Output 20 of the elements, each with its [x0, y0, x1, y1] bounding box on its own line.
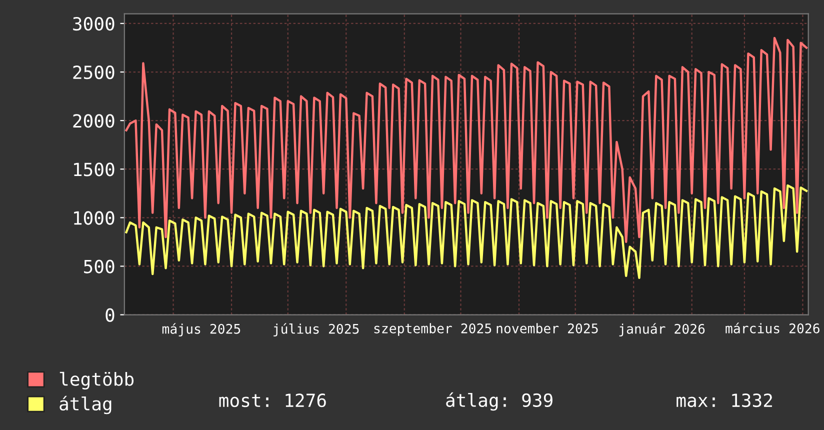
y-tick-label: 1000	[74, 211, 114, 225]
y-tick-label: 0	[106, 308, 114, 322]
x-tick-label: július 2025	[274, 323, 359, 336]
y-tick-label: 3000	[73, 16, 114, 31]
text: max: 1332	[676, 393, 772, 408]
legend-label: átlag	[60, 396, 112, 414]
x-tick-label: november 2025	[496, 323, 598, 334]
legend-label: legtöbb	[60, 372, 134, 390]
text: most: 1276	[219, 393, 326, 408]
y-tick-label: 1500	[74, 162, 114, 176]
x-tick-label: szeptember 2025	[374, 323, 492, 336]
x-tick-label: január 2026	[619, 323, 705, 336]
x-tick-label: május 2025	[162, 323, 240, 336]
y-tick-label: 2000	[73, 114, 114, 128]
line-series	[125, 184, 808, 279]
text: átlag: 939	[446, 392, 552, 411]
line-series	[125, 36, 808, 244]
x-tick-label: március 2026	[726, 322, 820, 334]
y-tick-label: 2500	[73, 66, 114, 80]
y-tick-label: 500	[84, 260, 114, 274]
